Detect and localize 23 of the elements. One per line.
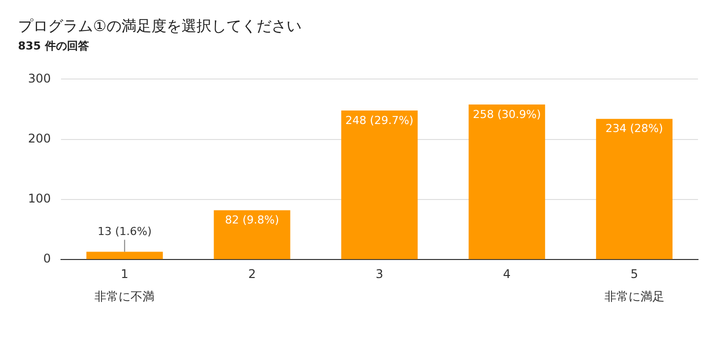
bar [468,104,546,260]
bar [341,110,418,260]
data-label: 82 (9.8%) [225,214,280,227]
y-tick-label: 200 [28,131,51,146]
data-label: 258 (30.9%) [472,108,541,121]
x-tick-label: 3 [376,266,384,281]
chart-title: プログラム①の満足度を選択してください [18,16,302,35]
y-tick-label: 0 [43,252,51,266]
y-tick-label: 300 [28,71,51,86]
bar [596,118,673,260]
x-tick-label: 4 [503,266,511,281]
x-tick-label: 1 [120,266,128,281]
text: 非常に満足 [604,290,664,304]
data-label: 248 (29.7%) [345,114,414,127]
chart-subtitle: 835 件の回答 [18,39,90,52]
bar [86,252,163,260]
text: 非常に不満 [94,290,155,304]
x-tick-label: 5 [630,266,638,281]
x-tick-label: 2 [248,266,256,281]
data-label: 13 (1.6%) [98,225,152,238]
y-tick-label: 100 [28,192,51,206]
bar [214,210,290,260]
data-label: 234 (28%) [606,122,664,136]
